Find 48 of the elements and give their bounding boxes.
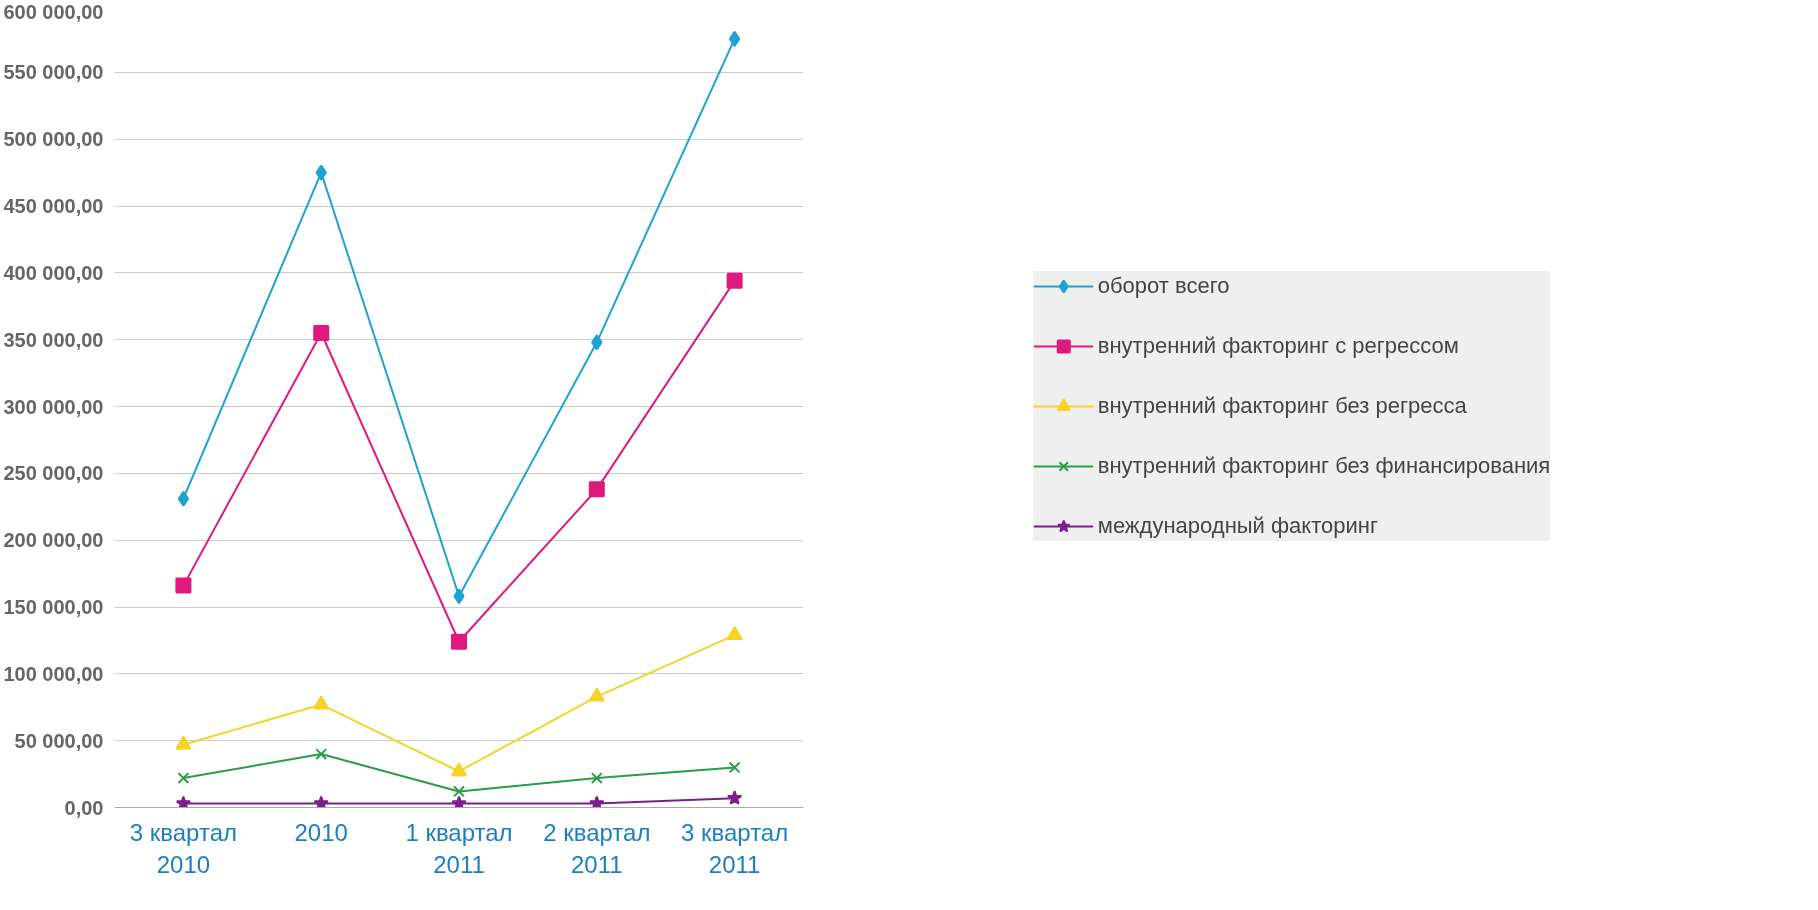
point bbox=[313, 695, 330, 710]
legend-label: оборот всего bbox=[1097, 273, 1230, 299]
y-tick-label: 400 000,00 bbox=[3, 261, 104, 284]
legend-label: внутренний факторинг с регрессом bbox=[1097, 333, 1459, 359]
legend-label: внутренний факторинг без финансирования bbox=[1097, 453, 1551, 479]
point bbox=[451, 762, 467, 777]
point bbox=[315, 164, 327, 181]
legend-label: внутренний факторинг без регресса bbox=[1097, 393, 1467, 419]
point bbox=[315, 748, 328, 760]
point bbox=[591, 334, 603, 351]
x-tick-label: 3 квартал 2010 bbox=[129, 818, 238, 878]
x-tick-label: 3 квартал 2011 bbox=[680, 818, 789, 878]
legend-label: международный факторинг bbox=[1097, 513, 1378, 539]
point bbox=[453, 785, 465, 798]
point bbox=[726, 625, 743, 641]
point bbox=[175, 735, 192, 750]
point bbox=[451, 633, 467, 650]
y-tick-label: 150 000,00 bbox=[3, 596, 104, 618]
y-tick-label: 300 000,00 bbox=[3, 395, 104, 418]
point bbox=[175, 577, 192, 594]
y-tick-label: 600 000,00 bbox=[3, 0, 104, 23]
point bbox=[589, 795, 605, 808]
point bbox=[588, 687, 605, 702]
point bbox=[313, 324, 330, 341]
y-tick-label: 50 000,00 bbox=[14, 729, 104, 752]
point bbox=[177, 772, 190, 785]
point bbox=[177, 490, 190, 507]
y-tick-label: 500 000,00 bbox=[3, 128, 104, 151]
y-tick-label: 550 000,00 bbox=[3, 61, 104, 84]
x-tick-label: 2010 bbox=[294, 818, 348, 846]
point bbox=[451, 795, 467, 808]
point bbox=[590, 772, 603, 785]
y-tick-label: 200 000,00 bbox=[3, 529, 104, 552]
point bbox=[453, 588, 465, 605]
point bbox=[175, 795, 192, 808]
y-tick-label: 100 000,00 bbox=[3, 662, 104, 685]
x-tick-label: 2 квартал 2011 bbox=[543, 818, 651, 878]
x-tick-label: 1 квартал 2011 bbox=[405, 818, 513, 878]
y-tick-label: 250 000,00 bbox=[3, 462, 104, 485]
y-tick-label: 450 000,00 bbox=[3, 195, 104, 217]
point bbox=[728, 761, 741, 774]
point bbox=[728, 30, 741, 47]
y-tick-label: 350 000,00 bbox=[3, 328, 104, 351]
y-tick-label: 0,00 bbox=[64, 796, 104, 819]
point bbox=[726, 790, 743, 805]
point bbox=[588, 481, 605, 498]
point bbox=[726, 272, 743, 289]
point bbox=[313, 795, 329, 808]
